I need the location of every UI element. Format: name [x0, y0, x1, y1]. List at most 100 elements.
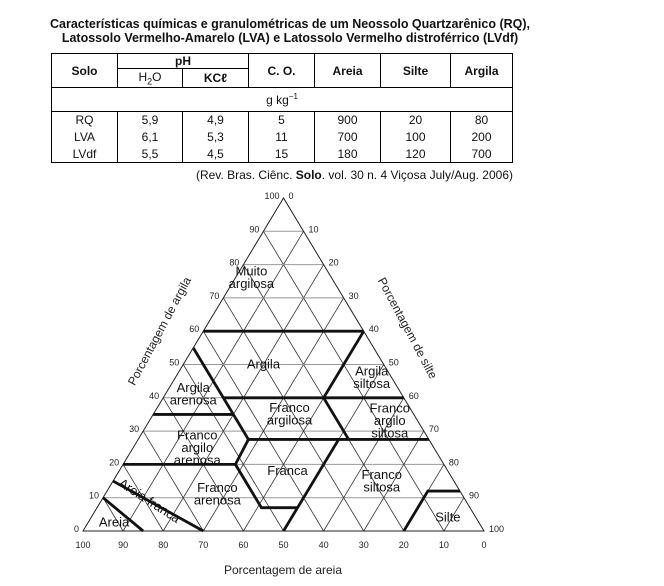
table-cell: 200 — [450, 128, 513, 146]
sand-tick-label: 0 — [481, 540, 486, 550]
clay-tick-label: 50 — [169, 358, 179, 368]
region-label: Argila — [247, 357, 281, 372]
header-silte: Silte — [380, 53, 451, 88]
region-label: Franco — [177, 427, 217, 442]
region-label: Argila — [177, 380, 211, 395]
silt-tick-label: 60 — [409, 391, 419, 401]
table-cell: 6,1 — [117, 128, 183, 146]
silt-tick-label: 100 — [489, 524, 504, 534]
texture-class-boundary — [282, 438, 340, 532]
region-label: Areia — [99, 515, 130, 530]
sand-tick-label: 70 — [198, 540, 208, 550]
clay-tick-label: 20 — [109, 457, 119, 467]
region-label: arenosa — [174, 452, 222, 467]
grid-line-sand — [142, 430, 204, 532]
silt-tick-label: 20 — [329, 258, 339, 268]
region-label: siltosa — [371, 426, 409, 441]
table-cell: 5,5 — [117, 145, 183, 163]
header-argila: Argila — [450, 53, 513, 88]
sand-tick-label: 10 — [439, 540, 449, 550]
texture-class-boundary — [192, 347, 250, 441]
region-label: Silte — [435, 510, 460, 525]
table-cell: 4,9 — [182, 111, 249, 129]
table-cell: LVA — [51, 128, 118, 146]
header-co: C. O. — [248, 53, 315, 88]
table-row: LVdf 5,5 4,5 15 180 120 700 — [51, 145, 513, 163]
clay-tick-label: 40 — [149, 391, 159, 401]
sand-tick-label: 30 — [359, 540, 369, 550]
unit-row: g kg−1 — [51, 87, 513, 112]
region-label: argilo — [374, 413, 406, 428]
header-solo: Solo — [51, 53, 118, 88]
header-areia: Areia — [314, 53, 381, 88]
grid-line-silt — [363, 430, 425, 532]
texture-class-boundary — [233, 438, 298, 510]
grid-line-silt — [202, 297, 344, 532]
clay-tick-label: 100 — [264, 191, 279, 201]
table-cell: 5 — [248, 111, 315, 129]
texture-class-boundary — [112, 479, 204, 533]
clay-tick-label: 80 — [229, 258, 239, 268]
sand-tick-label: 20 — [399, 540, 409, 550]
sand-tick-label: 90 — [118, 540, 128, 550]
region-label: argilo — [181, 440, 213, 455]
region-label: Argila — [355, 364, 389, 379]
table-cell: 180 — [314, 145, 381, 163]
clay-tick-label: 0 — [74, 524, 79, 534]
region-label: Muito — [236, 264, 268, 279]
sand-tick-label: 40 — [319, 540, 329, 550]
region-label: siltosa — [353, 376, 391, 391]
table-cell: LVdf — [51, 145, 118, 163]
texture-class-boundary — [322, 330, 365, 399]
grid-line-silt — [323, 397, 405, 532]
silt-tick-label: 0 — [289, 191, 294, 201]
sand-tick-label: 100 — [75, 540, 90, 550]
header-kcl: KCℓ — [182, 68, 249, 88]
table-cell: 80 — [450, 111, 513, 129]
table-cell: 15 — [248, 145, 315, 163]
table-title-line-2: Latossolo Vermelho-Amarelo (LVA) e Latos… — [61, 31, 519, 45]
table-title-line-1: Características químicas e granulométric… — [49, 17, 531, 31]
table-cell: 120 — [380, 145, 451, 163]
region-label: Franco — [370, 401, 410, 416]
clay-tick-label: 90 — [249, 224, 259, 234]
table-cell: 4,5 — [182, 145, 249, 163]
clay-axis-title: Porcentagem de argila — [125, 274, 194, 387]
sand-tick-label: 80 — [158, 540, 168, 550]
silt-tick-label: 30 — [349, 291, 359, 301]
grid-line-sand — [102, 497, 124, 532]
table-row: LVA 6,1 5,3 11 700 100 200 — [51, 128, 513, 146]
silt-tick-label: 50 — [389, 358, 399, 368]
region-label: arenosa — [194, 493, 242, 508]
clay-tick-label: 30 — [129, 424, 139, 434]
table-cell: 700 — [450, 145, 513, 163]
silt-tick-label: 80 — [449, 457, 459, 467]
table-cell: RQ — [51, 111, 118, 129]
table-cell: 100 — [380, 128, 451, 146]
region-label: siltosa — [363, 479, 401, 494]
region-label: Franco — [362, 467, 402, 482]
region-label: Franco — [269, 400, 309, 415]
table-cell: 700 — [314, 128, 381, 146]
citation: (Rev. Bras. Ciênc. Solo. vol. 30 n. 4 Vi… — [195, 168, 513, 182]
table-cell: 11 — [248, 128, 315, 146]
silt-tick-label: 90 — [469, 491, 479, 501]
sand-tick-label: 60 — [238, 540, 248, 550]
region-label: Franco — [197, 480, 237, 495]
texture-class-boundary — [402, 489, 460, 532]
silt-tick-label: 10 — [309, 224, 319, 234]
table-row: RQ 5,9 4,9 5 900 20 80 — [51, 111, 513, 129]
grid-line-sand — [263, 231, 445, 532]
silt-tick-label: 40 — [369, 324, 379, 334]
region-label: argilosa — [229, 276, 275, 291]
sand-tick-label: 50 — [278, 540, 288, 550]
region-label: Franca — [267, 463, 308, 478]
texture-class-boundary — [322, 397, 350, 441]
silt-tick-label: 70 — [429, 424, 439, 434]
grid-line-sand — [223, 297, 365, 532]
clay-tick-label: 60 — [189, 324, 199, 334]
grid-line-silt — [443, 497, 465, 532]
region-label: argilosa — [267, 413, 313, 428]
sand-axis-title: Porcentagem de areia — [224, 563, 342, 577]
